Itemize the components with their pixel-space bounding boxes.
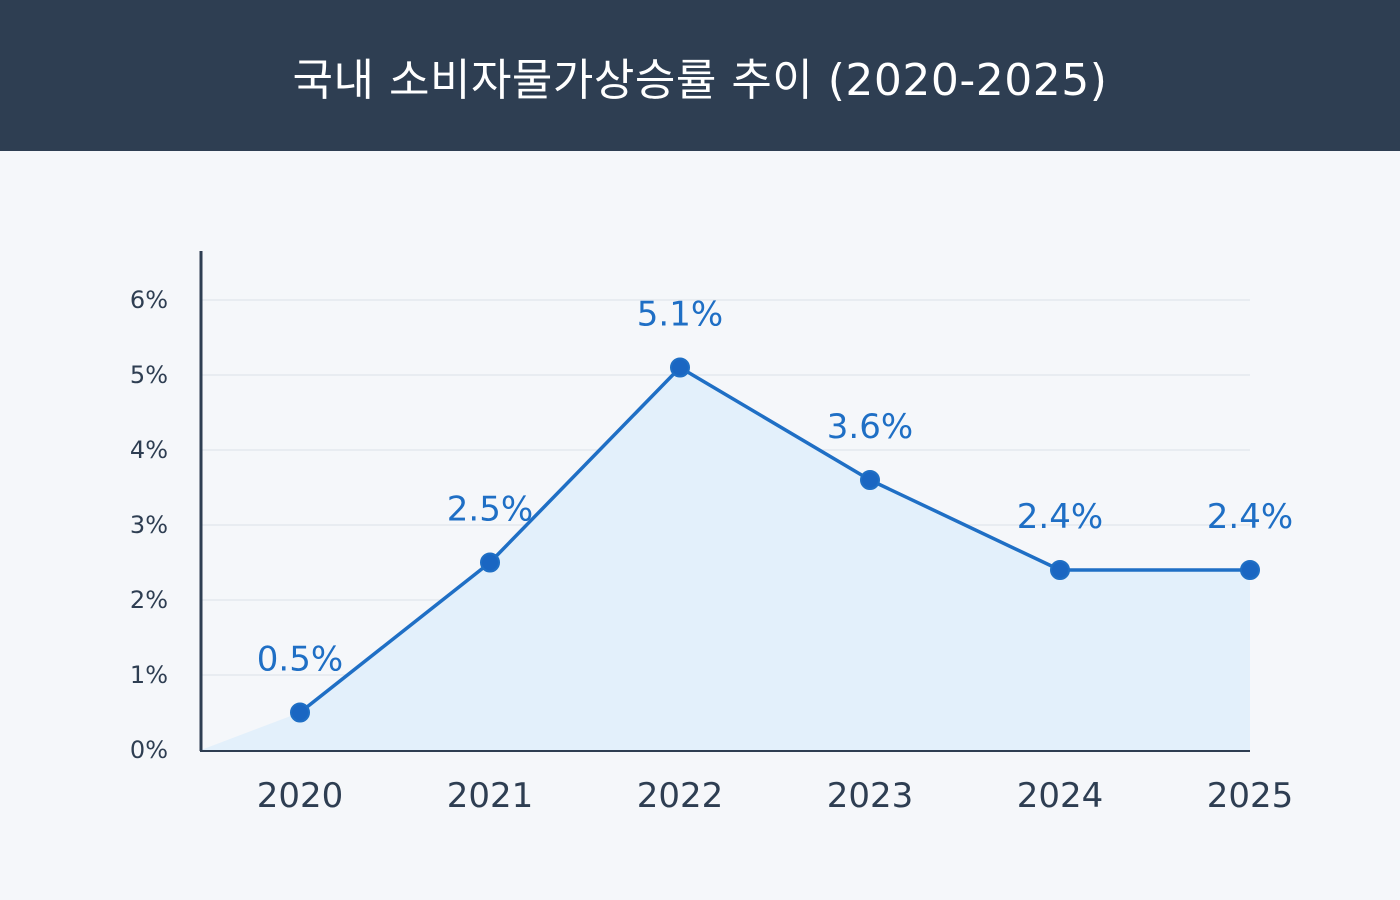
data-point: [1050, 560, 1070, 580]
y-tick-label: 4%: [130, 436, 168, 464]
data-point: [1240, 560, 1260, 580]
chart-header: 국내 소비자물가상승률 추이 (2020-2025): [0, 0, 1400, 151]
data-label: 2.5%: [447, 490, 533, 530]
series-line: [298, 365, 1250, 714]
data-label: 3.6%: [827, 407, 913, 447]
data-point: [290, 702, 310, 723]
line-chart: 0%1%2%3%4%5%6% 0.5%2.5%5.1%3.6%2.4% 2.4% …: [130, 251, 1294, 816]
data-point: [480, 552, 500, 573]
x-tick-label: 2023: [827, 776, 914, 816]
x-tick-label: 2021: [447, 776, 534, 816]
x-tick-labels: 2020 2021 2022 2023 2024 2025: [257, 776, 1294, 816]
y-tick-label: 5%: [130, 361, 168, 389]
series-line-layer: [298, 365, 1250, 714]
chart-title: 국내 소비자물가상승률 추이 (2020-2025): [292, 54, 1108, 106]
area-fill: [201, 367, 1250, 750]
y-tick-label: 2%: [130, 586, 168, 614]
data-label: 2.4%: [1207, 497, 1293, 537]
data-points: [290, 357, 1260, 723]
x-tick-label: 2022: [637, 776, 724, 816]
data-labels: 0.5% 2.5% 5.1% 3.6% 2.4% 2.4%: [257, 295, 1293, 680]
data-point: [670, 357, 690, 378]
data-point: [860, 470, 880, 490]
data-label: 2.4%: [1017, 497, 1103, 537]
y-tick-labels: 0% 1% 2% 3% 4% 5% 6%: [130, 286, 168, 764]
x-tick-label: 2024: [1017, 776, 1104, 816]
y-tick-label: 6%: [130, 286, 168, 314]
y-tick-label: 0%: [130, 736, 168, 764]
data-label: 5.1%: [637, 295, 723, 335]
chart-area: 0% 1% 2% 3% 4% 5% 6% 0.5% 2.5% 5.1% 3.6% 2.4% 2.4% …: [0, 151, 1400, 900]
y-tick-label: 3%: [130, 511, 168, 539]
x-tick-label: 2020: [257, 776, 344, 816]
area-fill-layer: [201, 367, 1250, 750]
x-tick-label: 2025: [1207, 776, 1294, 816]
data-label: 0.5%: [257, 640, 343, 680]
axes: [199, 251, 1250, 752]
y-tick-label: 1%: [130, 661, 168, 689]
